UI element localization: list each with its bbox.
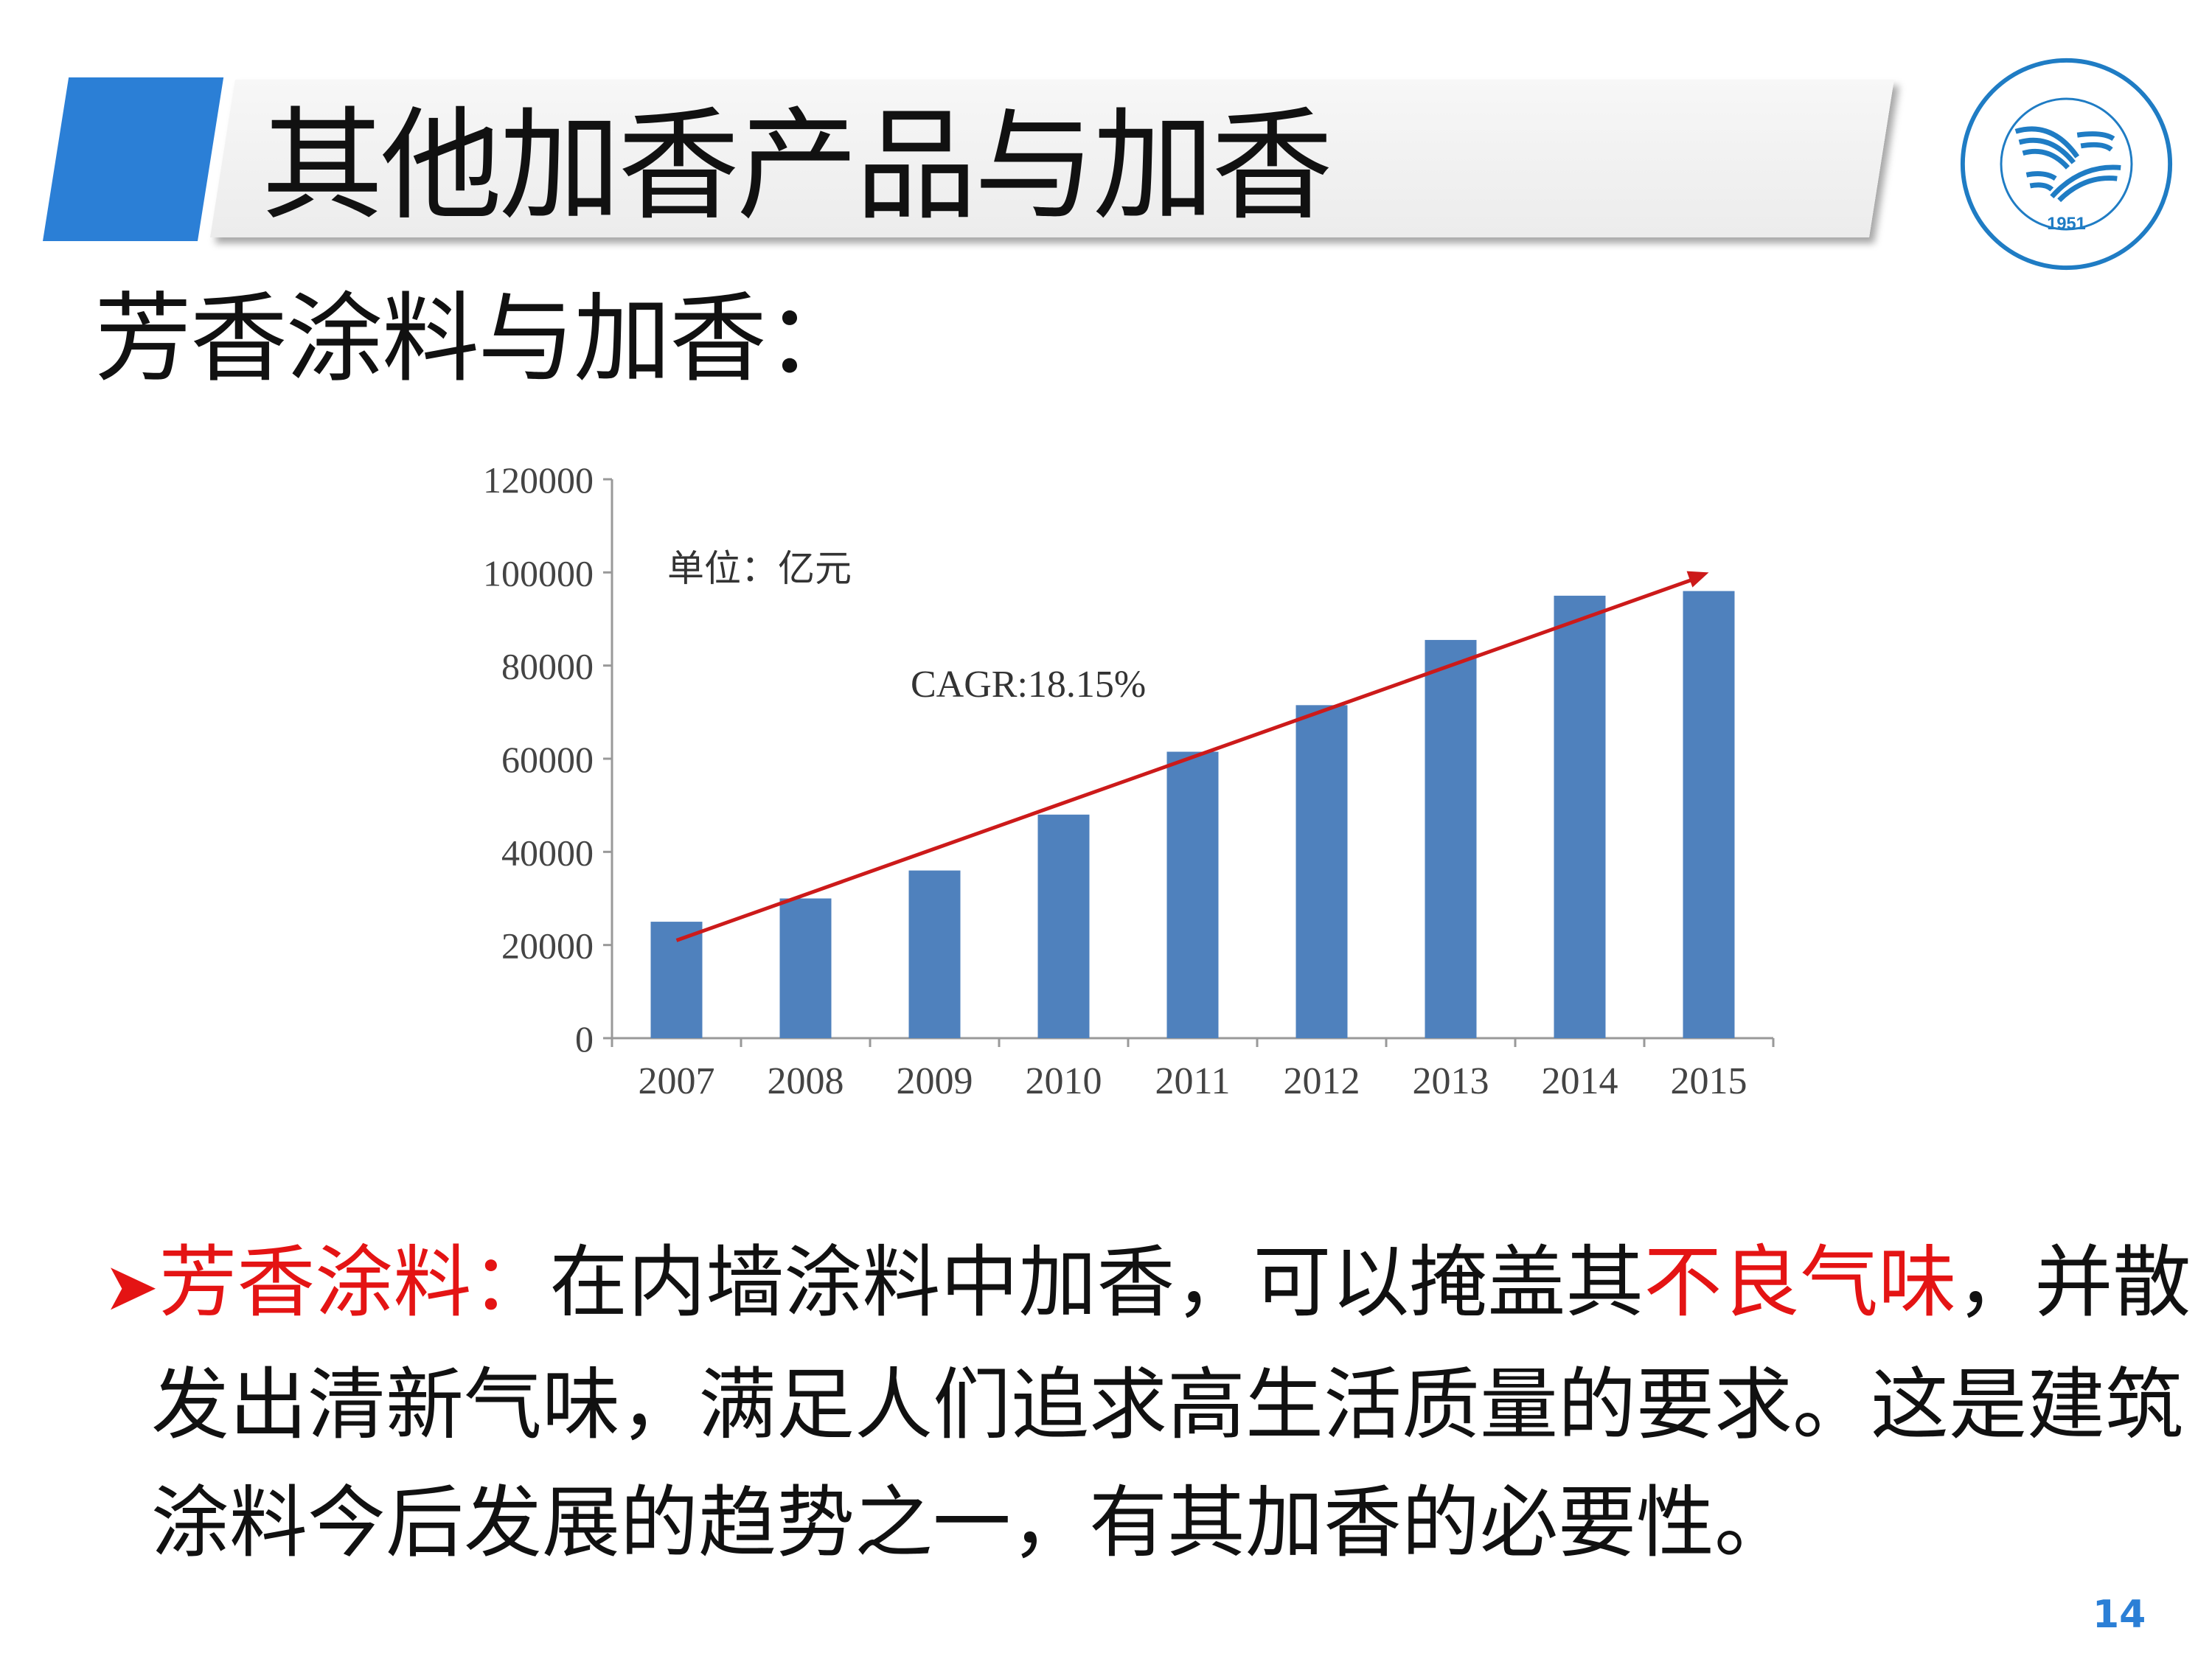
bar-2010 (1037, 814, 1090, 1038)
y-tick-label: 100000 (483, 552, 594, 594)
x-tick-label: 2012 (1284, 1060, 1360, 1102)
x-tick-label: 2007 (639, 1060, 715, 1102)
bar-2011 (1166, 751, 1219, 1038)
body-segment: 在内墙涂料中加香，可以掩盖其 (549, 1237, 1644, 1328)
body-text: ➤芳香涂料：在内墙涂料中加香，可以掩盖其不良气味，并散 发出清新气味，满足人们追… (103, 1224, 2191, 1582)
bar-2014 (1554, 595, 1606, 1038)
body-segment: ，并散 (1956, 1237, 2191, 1328)
y-tick-label: 40000 (501, 832, 594, 873)
page-title: 其他加香产品与加香 (262, 95, 1333, 237)
section-subtitle: 芳香涂料与加香： (94, 282, 863, 396)
x-tick-label: 2008 (768, 1060, 844, 1102)
page-number: 14 (2093, 1593, 2146, 1637)
bar-2013 (1425, 639, 1477, 1038)
trend-arrow (675, 577, 1695, 942)
bar-2012 (1295, 705, 1348, 1038)
trend-arrow-head (1686, 571, 1709, 588)
y-tick-label: 20000 (501, 925, 594, 967)
y-tick-label: 0 (575, 1018, 594, 1060)
body-line-1: ➤芳香涂料：在内墙涂料中加香，可以掩盖其不良气味，并散 (103, 1224, 2191, 1346)
arrow-bullet-icon: ➤ (103, 1248, 159, 1326)
body-line-2: 发出清新气味，满足人们追求高生活质量的要求。这是建筑 (151, 1360, 2183, 1450)
body-highlight: 不良气味 (1644, 1237, 1957, 1328)
x-tick-label: 2009 (897, 1060, 973, 1102)
x-tick-label: 2014 (1542, 1060, 1618, 1102)
x-tick-label: 2010 (1026, 1060, 1102, 1102)
y-tick-label: 60000 (501, 739, 594, 780)
body-line-3: 涂料今后发展的趋势之一，有其加香的必要性。 (151, 1478, 1792, 1568)
y-tick-label: 120000 (483, 459, 594, 501)
bar-chart: 0 20000 40000 60000 80000 100000 120000 2007 200… (483, 459, 1775, 1102)
body-lead: 芳香涂料： (159, 1237, 550, 1328)
x-tick-label: 2011 (1155, 1060, 1230, 1102)
bar-2015 (1683, 591, 1735, 1038)
bar-2009 (908, 870, 961, 1038)
university-logo: 1951 (1960, 58, 2173, 271)
cagr-annotation: CAGR:18.15% (911, 664, 1146, 706)
x-tick-label: 2013 (1413, 1060, 1489, 1102)
y-tick-label: 80000 (501, 646, 594, 687)
bar-2008 (779, 898, 832, 1038)
unit-label: 单位：亿元 (667, 547, 852, 590)
x-tick-label: 2015 (1671, 1060, 1747, 1102)
title-accent-bar (43, 77, 224, 241)
bar-2007 (650, 922, 703, 1038)
svg-text:1951: 1951 (2047, 215, 2086, 234)
